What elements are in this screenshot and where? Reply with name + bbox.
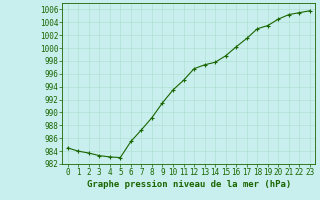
X-axis label: Graphe pression niveau de la mer (hPa): Graphe pression niveau de la mer (hPa): [87, 180, 291, 189]
